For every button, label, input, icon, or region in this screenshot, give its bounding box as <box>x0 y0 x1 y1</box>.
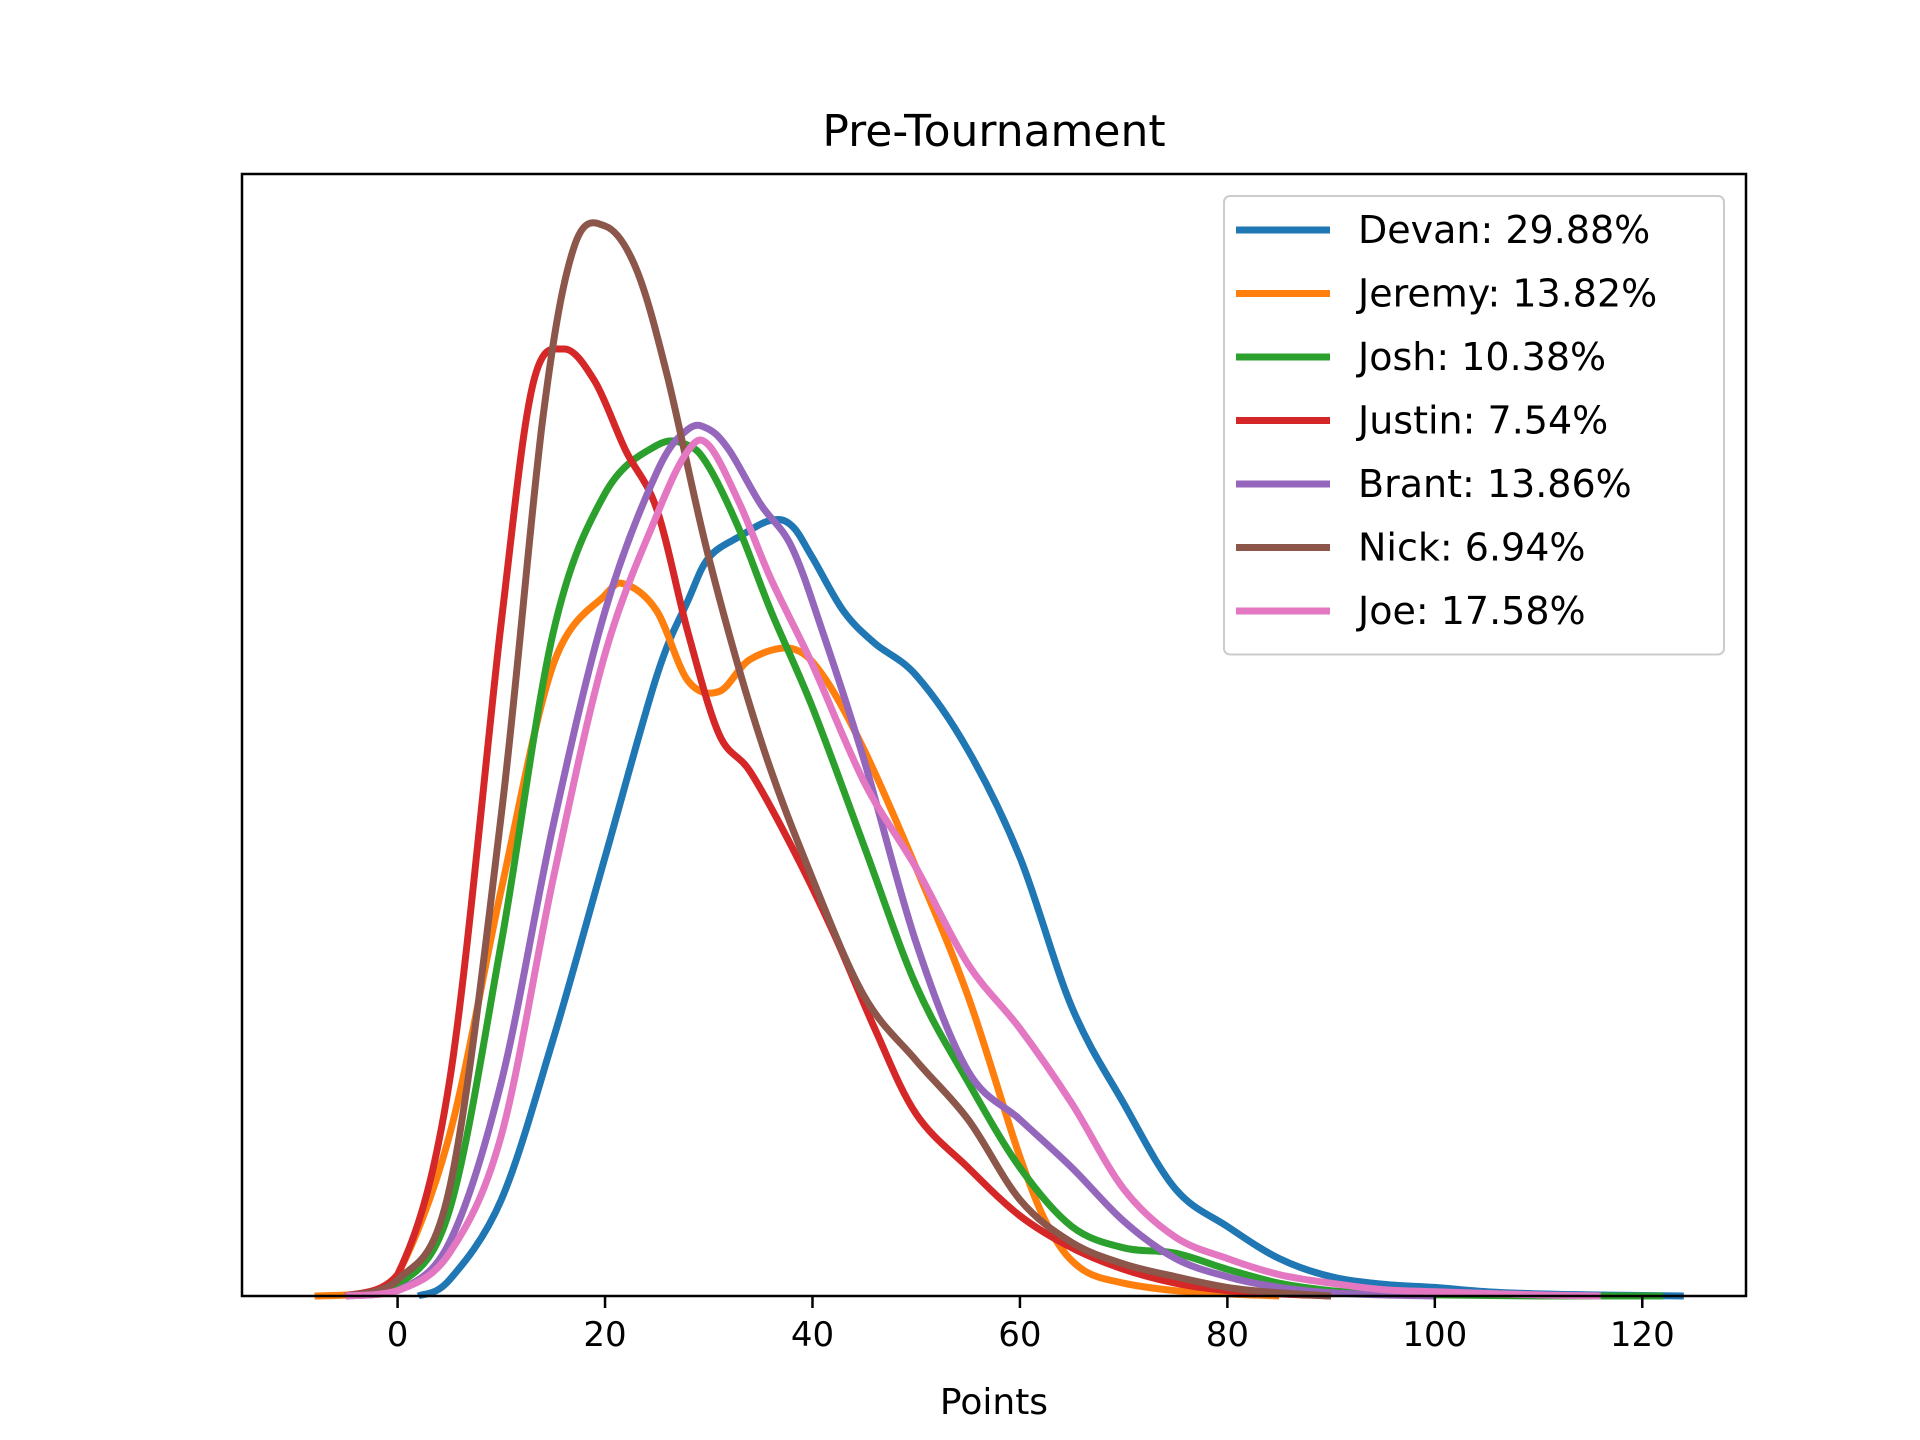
plot-frame <box>240 172 1748 1298</box>
series-line-brant <box>345 421 1435 1300</box>
series-line-jeremy <box>314 579 1280 1300</box>
legend-label-devan: Devan: 29.88% <box>1358 208 1650 252</box>
chart-title: Pre-Tournament <box>822 106 1165 157</box>
series-layer <box>314 219 1684 1300</box>
legend-box <box>1223 195 1725 656</box>
x-axis: 0 20 40 60 80 100 120 <box>387 1296 1675 1355</box>
x-tick-label: 80 <box>1206 1315 1249 1355</box>
series-line-joe <box>345 436 1601 1300</box>
x-tick-label: 120 <box>1610 1315 1675 1355</box>
series-line-nick <box>344 219 1332 1300</box>
series-line-devan <box>416 515 1684 1300</box>
x-tick-label: 60 <box>998 1315 1041 1355</box>
legend-label-nick: Nick: 6.94% <box>1358 526 1585 570</box>
legend-label-justin: Justin: 7.54% <box>1356 399 1608 443</box>
legend-label-jeremy: Jeremy: 13.82% <box>1356 272 1657 316</box>
legend-label-josh: Josh: 10.38% <box>1356 335 1606 379</box>
x-axis-title: Points <box>940 1382 1048 1423</box>
x-tick-label: 100 <box>1402 1315 1467 1355</box>
legend-label-joe: Joe: 17.58% <box>1356 589 1586 633</box>
series-line-justin <box>344 345 1332 1300</box>
x-tick-label: 0 <box>387 1315 409 1355</box>
x-tick-label: 20 <box>583 1315 626 1355</box>
legend-label-brant: Brant: 13.86% <box>1358 462 1632 506</box>
x-tick-label: 40 <box>791 1315 834 1355</box>
legend: Devan: 29.88% Jeremy: 13.82% Josh: 10.38% J… <box>1223 195 1725 656</box>
